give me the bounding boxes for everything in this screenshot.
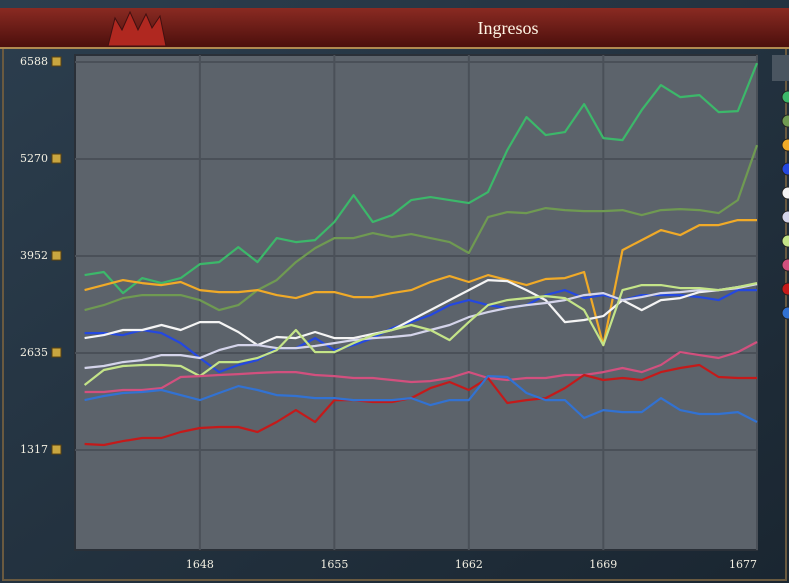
- legend-swatch: [781, 114, 789, 128]
- legend-tab: [772, 55, 789, 81]
- x-tick-label: 1677: [729, 558, 757, 571]
- coin-icon: [51, 250, 62, 261]
- ornament: [107, 10, 167, 47]
- y-tick-label: 1317: [20, 443, 48, 456]
- legend-swatch: [781, 138, 789, 152]
- series-line: [84, 144, 759, 312]
- chart-title: Ingresos: [478, 18, 539, 38]
- y-tick-label: 6588: [20, 55, 48, 68]
- series-line: [84, 62, 759, 295]
- coin-icon: [51, 444, 62, 455]
- x-tick-label: 1648: [186, 558, 214, 571]
- plot: [75, 55, 759, 550]
- series-line: [84, 363, 757, 447]
- series-line: [83, 282, 758, 386]
- series-line: [84, 279, 758, 347]
- series-line: [84, 289, 757, 374]
- legend-swatch: [781, 210, 789, 224]
- y-tick-label: 2635: [20, 346, 48, 359]
- y-tick-label: 5270: [20, 152, 48, 165]
- x-tick-label: 1662: [455, 558, 483, 571]
- legend-swatch: [781, 234, 789, 248]
- x-tick-label: 1669: [589, 558, 617, 571]
- legend-swatches: [781, 90, 789, 320]
- coin-icon: [51, 56, 62, 67]
- coin-icon: [51, 347, 62, 358]
- legend-swatch: [781, 282, 789, 296]
- series-line: [84, 341, 758, 394]
- legend-swatch: [781, 186, 789, 200]
- series-line: [84, 375, 758, 423]
- series-line: [84, 219, 757, 347]
- y-tick-label: 3952: [20, 249, 48, 262]
- coin-icon: [51, 153, 62, 164]
- legend-swatch: [781, 90, 789, 104]
- x-tick-label: 1655: [320, 558, 348, 571]
- legend-swatch: [781, 306, 789, 320]
- legend-swatch: [781, 258, 789, 272]
- series-line: [84, 282, 758, 370]
- legend-swatch: [781, 162, 789, 176]
